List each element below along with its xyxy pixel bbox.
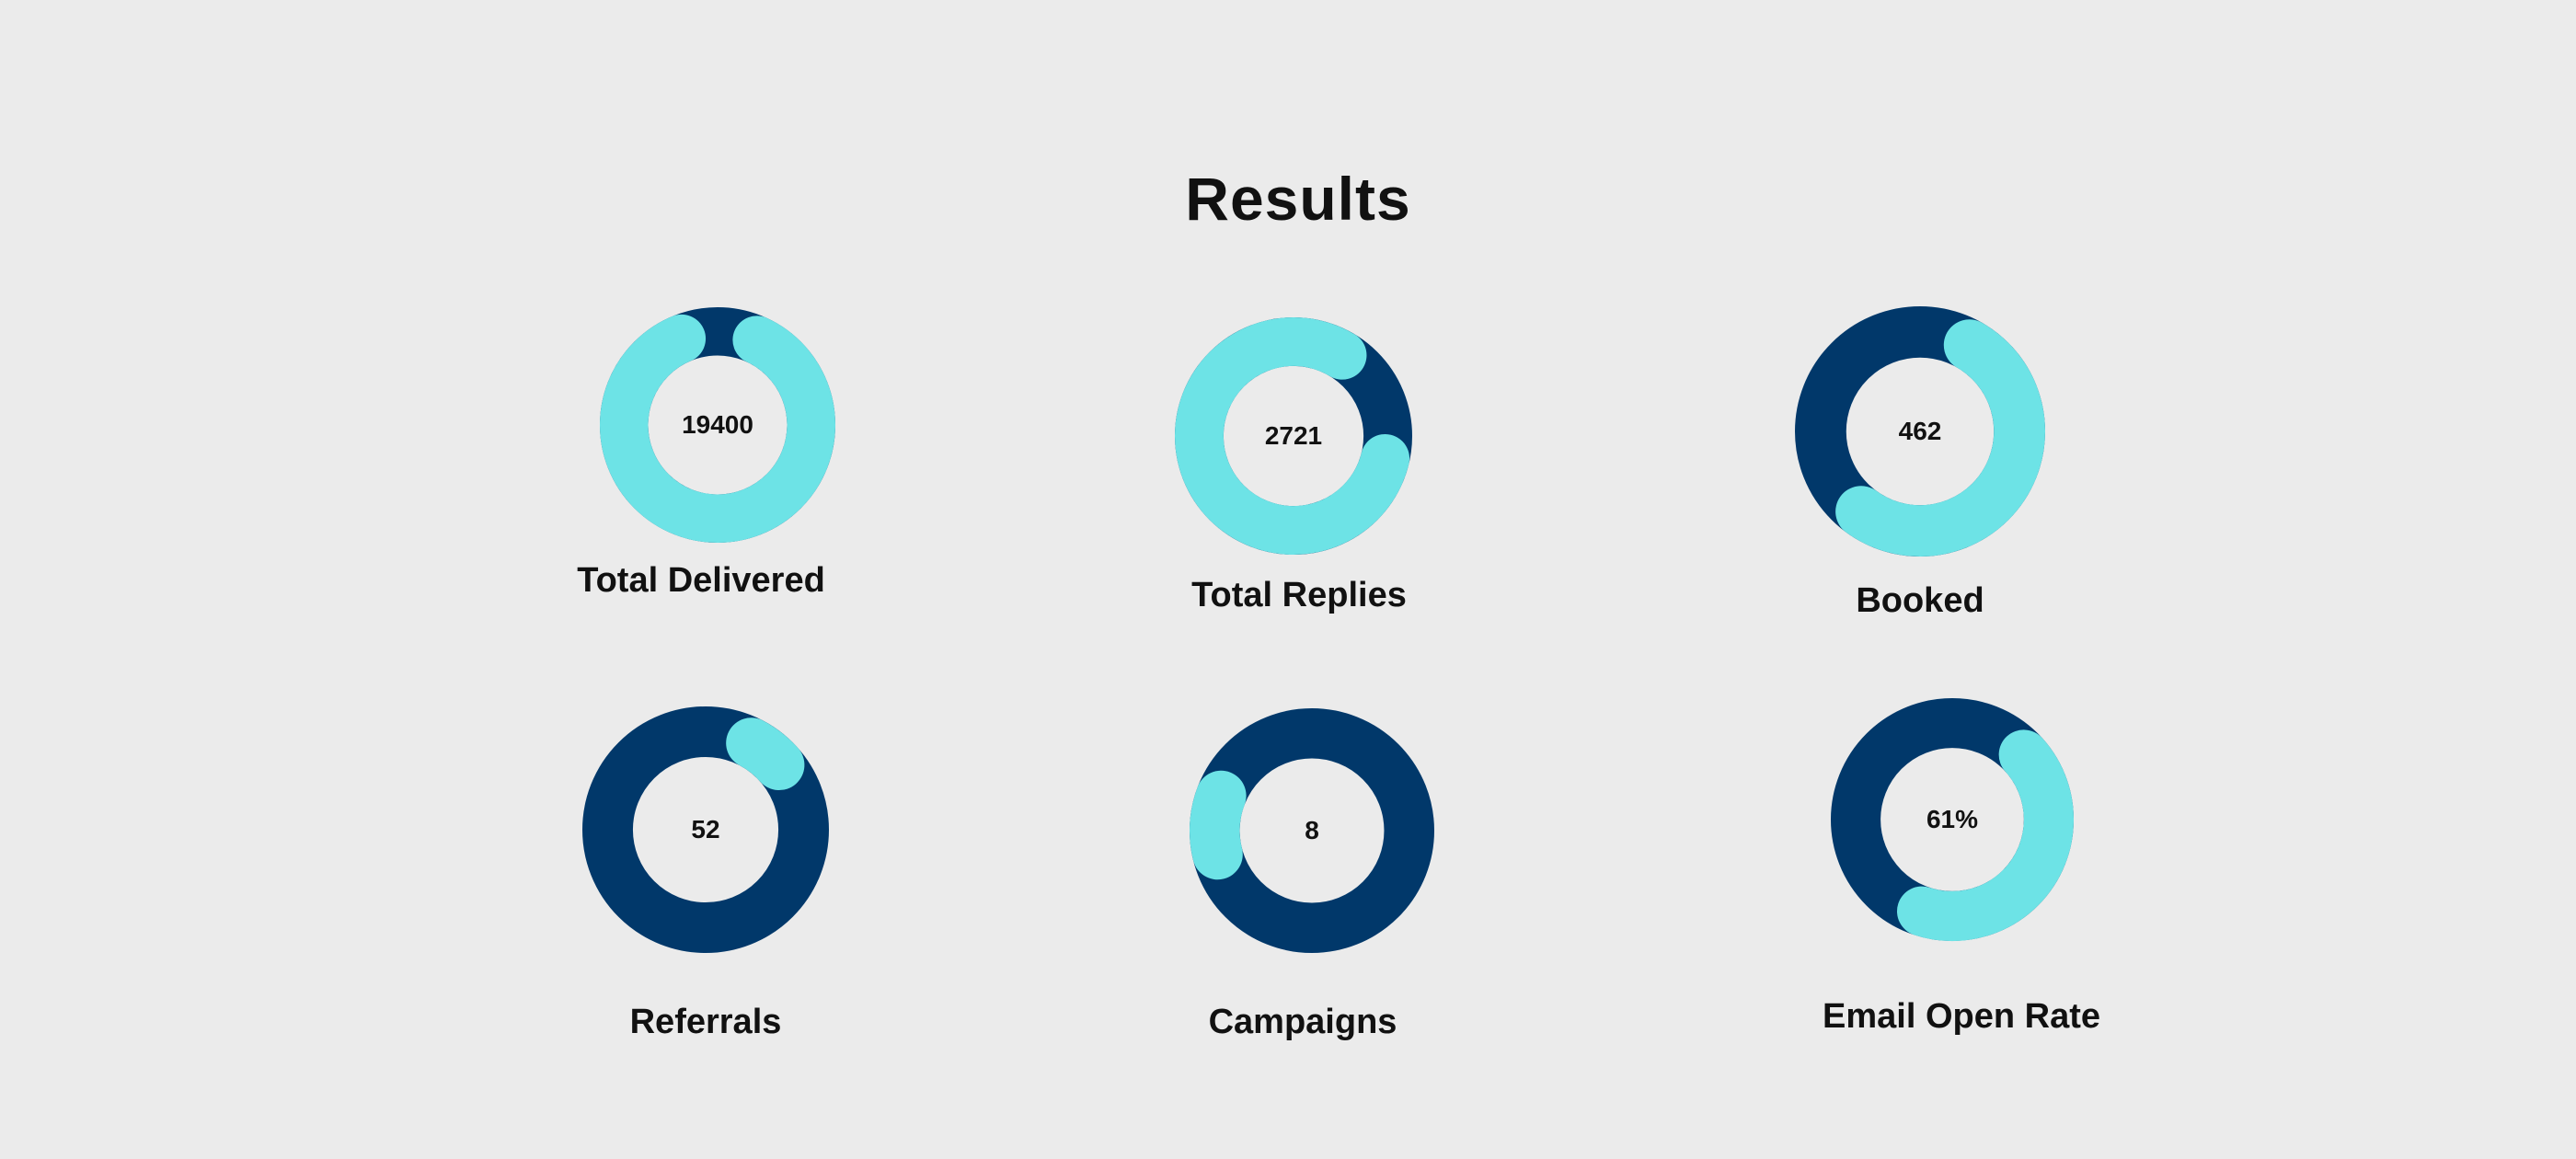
donut-ring bbox=[1189, 707, 1435, 954]
donut-progress-arc bbox=[582, 706, 829, 953]
donut-ring bbox=[1830, 697, 2075, 942]
donut-chart-booked: 462 bbox=[1794, 305, 2046, 557]
donut-label-total-replies: Total Replies bbox=[1191, 576, 1407, 614]
donut-value: 8 bbox=[1305, 816, 1319, 844]
donut-value: 52 bbox=[691, 815, 720, 843]
donut-ring bbox=[599, 306, 836, 544]
donut-chart-total-delivered: 19400 bbox=[599, 306, 836, 544]
donut-chart-campaigns: 8 bbox=[1189, 707, 1435, 954]
donut-ring bbox=[1794, 305, 2046, 557]
donut-progress-arc bbox=[1794, 305, 2046, 557]
donut-label-email-open-rate: Email Open Rate bbox=[1823, 997, 2100, 1036]
page-title: Results bbox=[1185, 165, 1411, 233]
donut-value: 19400 bbox=[682, 410, 753, 439]
donut-value: 61% bbox=[1926, 805, 1979, 833]
donut-progress-arc bbox=[599, 306, 836, 544]
donut-ring bbox=[582, 706, 829, 953]
donut-label-booked: Booked bbox=[1856, 581, 1984, 620]
donut-value: 2721 bbox=[1264, 421, 1323, 450]
donut-label-referrals: Referrals bbox=[629, 1003, 782, 1041]
donut-chart-referrals: 52 bbox=[582, 706, 829, 953]
donut-track bbox=[582, 706, 829, 953]
donut-ring bbox=[1174, 316, 1413, 556]
donut-label-total-delivered: Total Delivered bbox=[577, 561, 825, 600]
donut-label-campaigns: Campaigns bbox=[1208, 1003, 1397, 1041]
donut-progress-arc bbox=[1174, 316, 1413, 556]
donut-chart-email-open-rate: 61% bbox=[1830, 697, 2075, 942]
donut-progress-arc bbox=[1830, 697, 2075, 942]
donut-value: 462 bbox=[1898, 417, 1942, 445]
donut-progress-arc bbox=[1189, 707, 1435, 954]
donut-chart-total-replies: 2721 bbox=[1174, 316, 1413, 556]
